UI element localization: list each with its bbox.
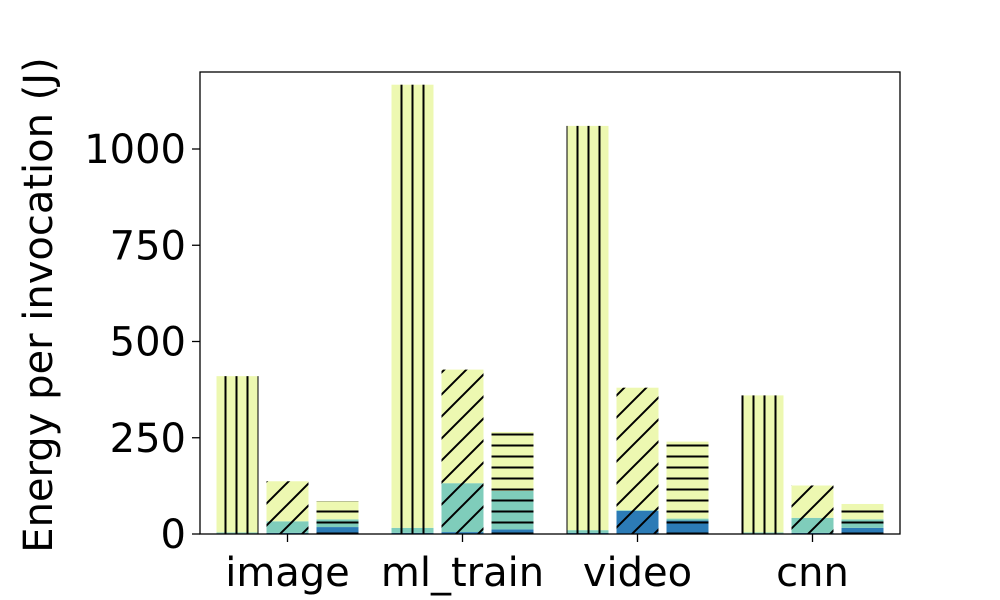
bar-hatch-video-2 [616,387,659,534]
y-axis-label: Energy per invocation (J) [16,57,62,552]
y-tick-label: 500 [110,320,186,366]
y-tick-label: 1000 [84,127,186,173]
y-tick-label: 250 [110,416,186,462]
bar-hatch-ml_train-1 [391,84,434,534]
x-tick-label: cnn [776,550,849,596]
x-tick-label: video [583,550,692,596]
bar-hatch-cnn-3 [841,503,884,534]
bar-hatch-cnn-1 [741,395,784,534]
bar-hatch-ml_train-3 [491,431,534,534]
bar-hatch-image-2 [266,481,309,534]
bar-hatch-image-3 [316,501,359,534]
plot-frame [199,71,901,535]
bar-hatch-video-1 [566,125,609,535]
y-tick-label: 750 [110,223,186,269]
bar-hatch-ml_train-2 [441,369,484,534]
x-axis-ticks: image ml_train video cnn [225,534,849,596]
y-axis-ticks: 0 250 500 750 1000 [84,127,200,558]
x-tick-label: image [225,550,350,596]
bar-hatch-video-3 [666,441,709,534]
bar-hatch-cnn-2 [791,485,834,534]
bars-layer [216,84,884,535]
bar-hatch-image-1 [216,376,259,534]
x-tick-label: ml_train [381,550,544,596]
y-tick-label: 0 [161,512,186,558]
